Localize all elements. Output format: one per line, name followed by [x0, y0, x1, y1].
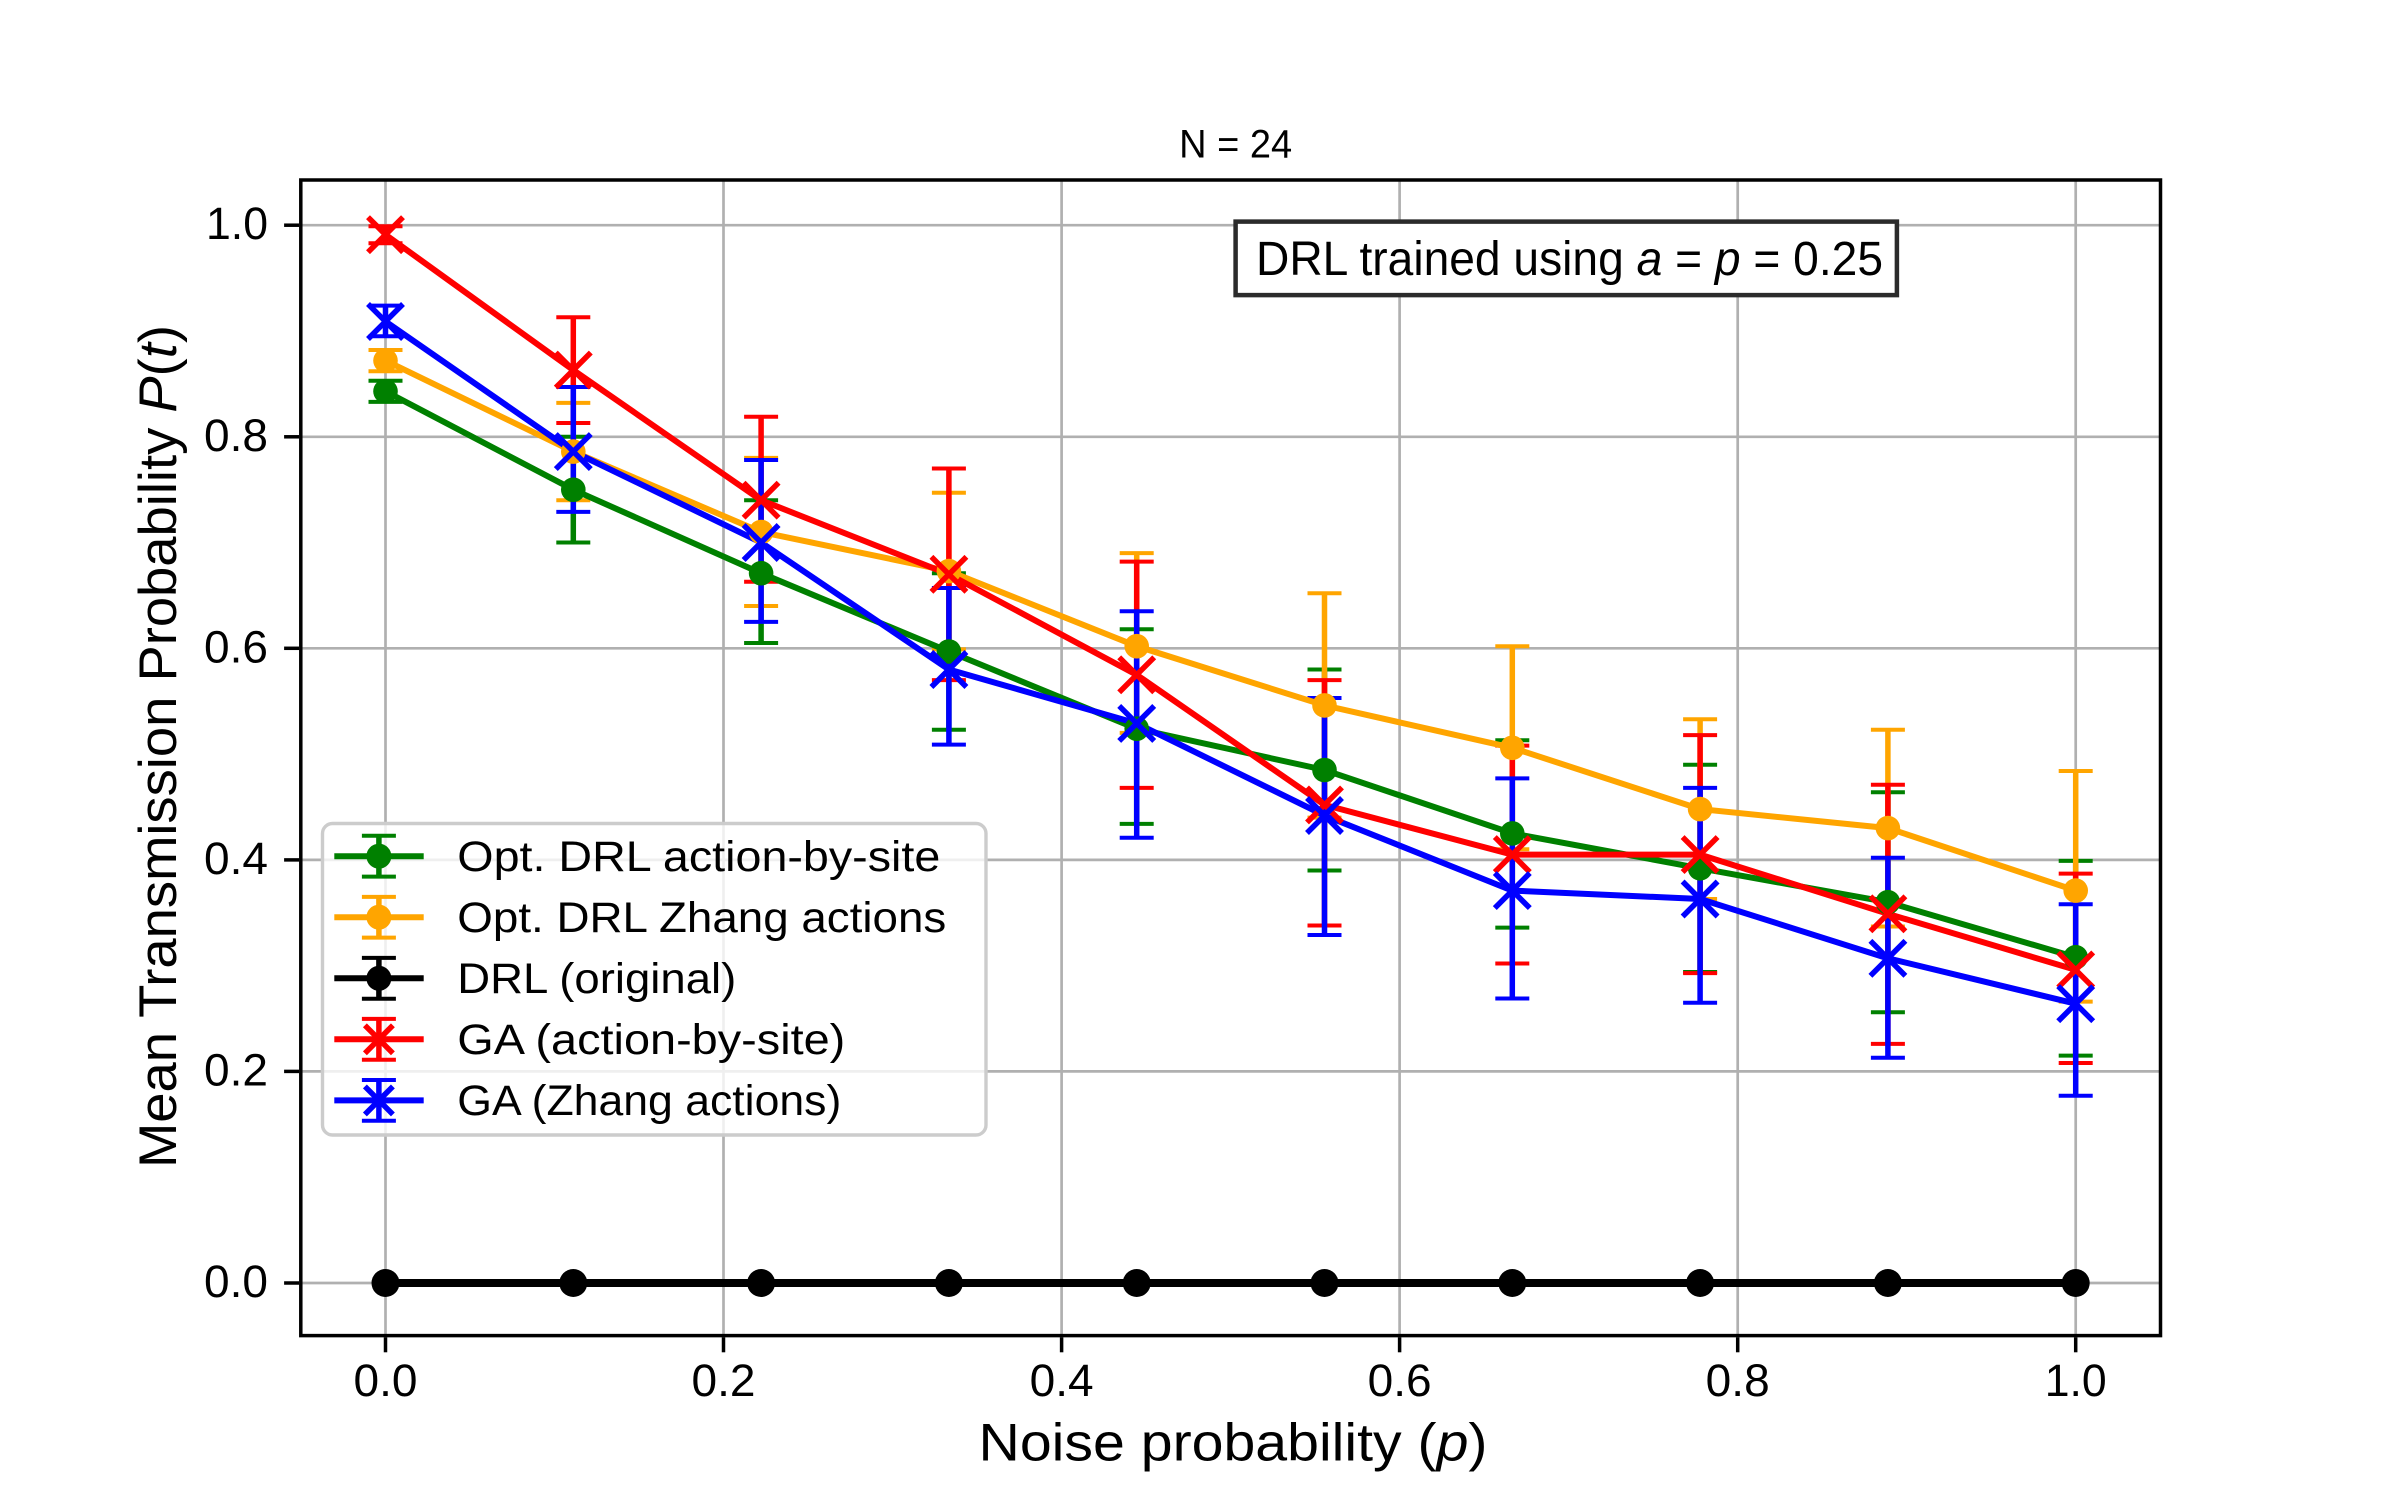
svg-text:GA (Zhang actions): GA (Zhang actions) — [457, 1077, 841, 1125]
svg-text:GA (action-by-site): GA (action-by-site) — [457, 1016, 845, 1064]
svg-text:0.0: 0.0 — [354, 1355, 418, 1406]
svg-text:Opt. DRL action-by-site: Opt. DRL action-by-site — [457, 833, 940, 881]
svg-text:1.0: 1.0 — [206, 198, 268, 249]
svg-text:N = 24: N = 24 — [1179, 122, 1292, 166]
svg-text:Noise probability (p): Noise probability (p) — [979, 1414, 1488, 1473]
svg-text:1.0: 1.0 — [2045, 1355, 2107, 1406]
svg-text:0.2: 0.2 — [204, 1044, 268, 1095]
svg-text:Opt. DRL Zhang actions: Opt. DRL Zhang actions — [457, 894, 946, 942]
svg-text:0.4: 0.4 — [204, 833, 268, 884]
svg-text:0.2: 0.2 — [692, 1355, 756, 1406]
svg-text:0.8: 0.8 — [204, 410, 268, 461]
svg-text:0.4: 0.4 — [1030, 1355, 1094, 1406]
svg-text:0.8: 0.8 — [1706, 1355, 1770, 1406]
svg-text:0.0: 0.0 — [204, 1256, 268, 1307]
svg-text:DRL trained using a = p = 0.25: DRL trained using a = p = 0.25 — [1256, 233, 1883, 286]
svg-text:0.6: 0.6 — [1368, 1355, 1432, 1406]
svg-text:DRL (original): DRL (original) — [457, 955, 736, 1003]
svg-text:0.6: 0.6 — [204, 621, 268, 672]
svg-text:Mean Transmission Probability: Mean Transmission Probability P(t) — [129, 325, 188, 1168]
